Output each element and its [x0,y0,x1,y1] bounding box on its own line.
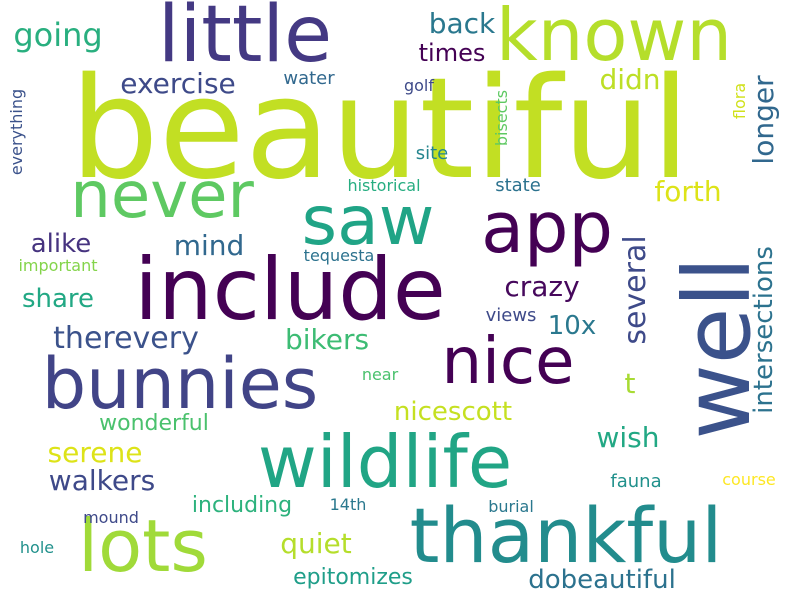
word-lots: lots [78,504,208,588]
word-10x: 10x [547,311,597,341]
word-wish: wish [596,421,660,454]
word-nicescott: nicescott [393,397,513,427]
word-views: views [485,305,537,326]
word-dobeautiful: dobeautiful [528,565,676,595]
word-times: times [418,39,486,67]
word-several: several [618,235,653,345]
word-include: include [134,240,446,340]
word-mind: mind [173,229,245,262]
word-wildlife: wildlife [257,420,513,504]
word-serene: serene [47,436,143,469]
word-beautiful: beautiful [69,48,691,211]
word-therevery: therevery [53,321,199,356]
word-share: share [21,284,95,314]
word-flora: flora [730,82,749,120]
word-exercise: exercise [120,67,236,100]
word-crazy: crazy [504,270,580,303]
word-historical: historical [347,176,421,195]
word-t: t [624,367,636,400]
word-water: water [283,68,335,89]
word-tequesta: tequesta [303,246,375,265]
word-14th: 14th [329,495,367,514]
word-quiet: quiet [280,527,352,560]
word-intersections: intersections [749,246,779,414]
word-longer: longer [747,75,780,165]
word-bunnies: bunnies [41,343,319,425]
word-forth: forth [654,175,722,208]
word-app: app [481,187,613,269]
word-fauna: fauna [610,471,662,492]
word-hole: hole [19,538,55,557]
word-burial: burial [488,497,534,516]
word-saw: saw [301,182,435,261]
word-everything: everything [7,88,26,176]
word-state: state [495,175,541,196]
word-alike: alike [30,229,92,259]
word-known: known [496,0,732,77]
word-thankful: thankful [409,491,723,580]
word-epitomizes: epitomizes [293,565,413,590]
word-golf: golf [403,76,435,95]
word-including: including [191,493,293,518]
word-course: course [722,470,776,489]
word-bisects: bisects [492,89,511,147]
word-wonderful: wonderful [99,411,209,436]
word-nice: nice [441,325,575,399]
word-walkers: walkers [48,464,156,497]
word-important: important [18,256,98,275]
word-site: site [415,143,449,164]
word-back: back [428,7,496,40]
word-near: near [361,365,399,384]
word-mound: mound [83,508,139,527]
word-never: never [70,159,254,233]
word-going: going [13,16,103,54]
word-little: little [157,0,333,80]
word-didn: didn [599,63,661,96]
word-bikers: bikers [284,323,370,356]
